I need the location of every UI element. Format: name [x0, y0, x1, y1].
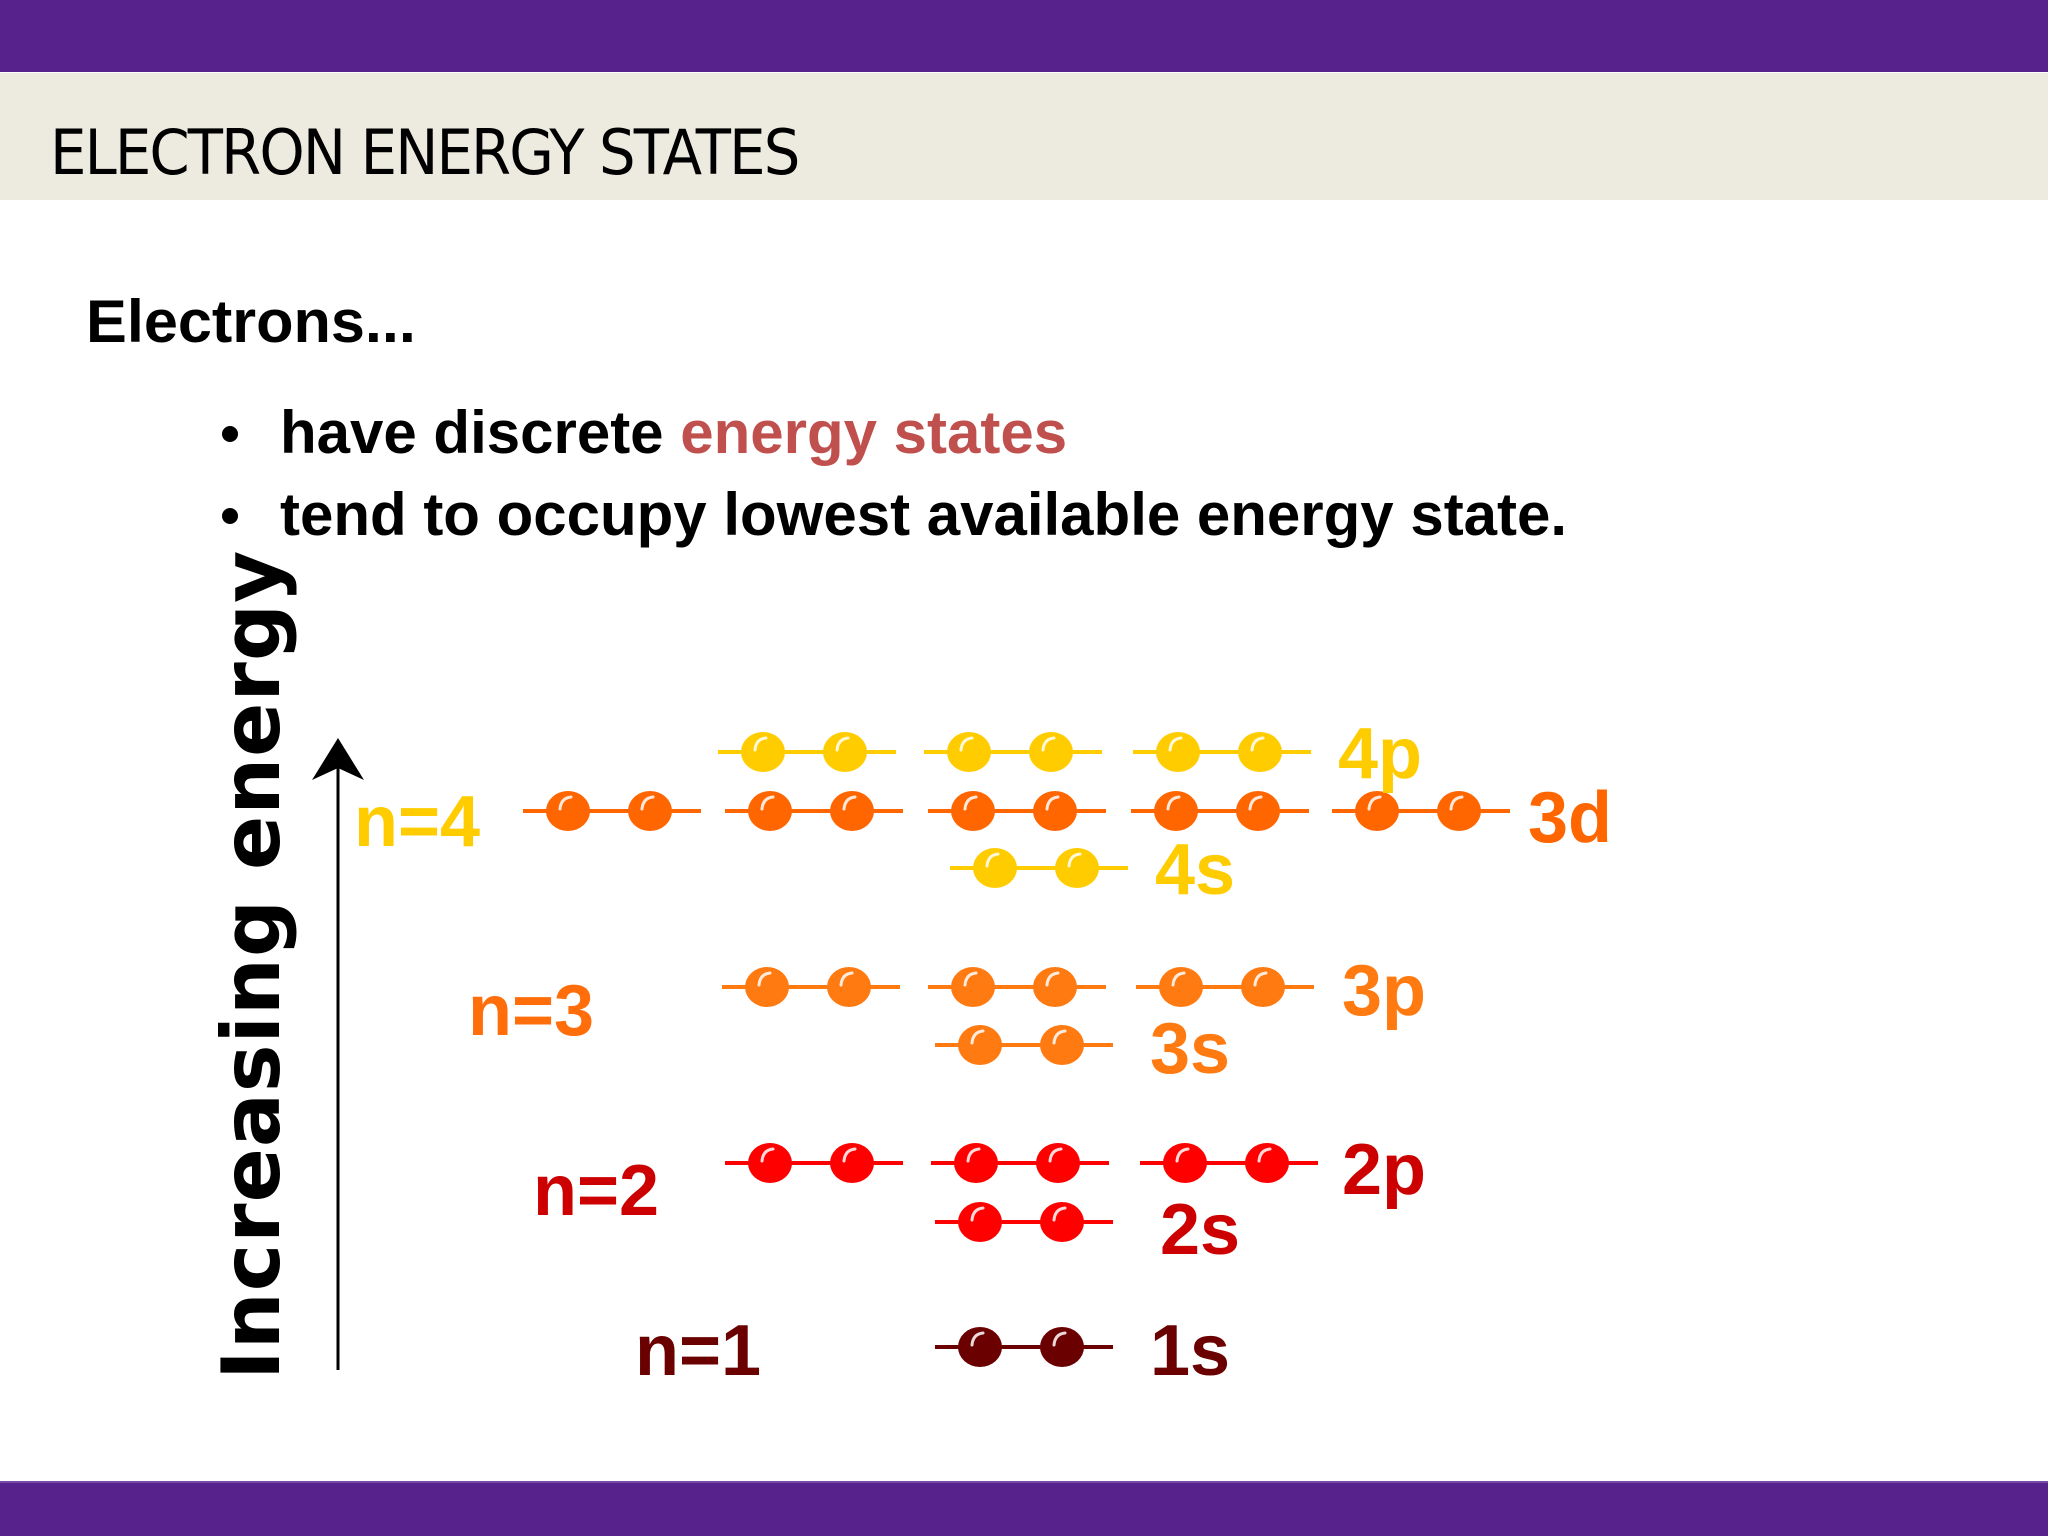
electron-icon	[1245, 1143, 1289, 1183]
bullet-item: tend to occupy lowest available energy s…	[218, 474, 1567, 556]
up-arrow-icon	[312, 738, 364, 1370]
bullet-list: have discrete energy states tend to occu…	[218, 392, 1567, 556]
title-band	[0, 73, 2048, 200]
orbital-label-3p: 3p	[1342, 951, 1427, 1031]
electron-icon	[1238, 732, 1282, 772]
electron-icon	[1040, 1327, 1084, 1367]
electron-icon	[546, 791, 590, 831]
orbital-3d	[523, 791, 1510, 831]
shell-label-n2: n=2	[533, 1151, 660, 1231]
electron-icon	[958, 1025, 1002, 1065]
electron-icon	[1040, 1202, 1084, 1242]
electron-icon	[628, 791, 672, 831]
electron-icon	[1033, 791, 1077, 831]
electron-icon	[1437, 791, 1481, 831]
orbital-1s	[935, 1327, 1113, 1367]
electron-icon	[947, 732, 991, 772]
orbital-rows	[523, 732, 1510, 1367]
electron-icon	[1036, 1143, 1080, 1183]
orbital-3s	[935, 1025, 1113, 1065]
electron-icon	[1241, 967, 1285, 1007]
orbital-label-2s: 2s	[1160, 1190, 1241, 1270]
orbital-2s	[935, 1202, 1113, 1242]
electron-icon	[745, 967, 789, 1007]
bullet-item: have discrete energy states	[218, 392, 1567, 474]
electron-icon	[748, 791, 792, 831]
electron-icon	[1355, 791, 1399, 831]
electron-icon	[1163, 1143, 1207, 1183]
bullet-dot-icon	[222, 508, 238, 524]
bullet-text: have discrete	[280, 399, 681, 466]
orbital-4s	[950, 848, 1128, 888]
orbital-label-2p: 2p	[1342, 1130, 1427, 1210]
orbital-label-3s: 3s	[1150, 1009, 1231, 1089]
electron-icon	[823, 732, 867, 772]
orbital-label-3d: 3d	[1528, 778, 1613, 858]
shell-label-n3: n=3	[468, 971, 595, 1051]
electron-icon	[1029, 732, 1073, 772]
electron-icon	[958, 1202, 1002, 1242]
electron-icon	[954, 1143, 998, 1183]
shell-label-n1: n=1	[635, 1311, 762, 1391]
orbital-4p	[718, 732, 1311, 772]
electron-icon	[1156, 732, 1200, 772]
top-accent-bar	[0, 0, 2048, 72]
electron-icon	[1154, 791, 1198, 831]
electron-icon	[1055, 848, 1099, 888]
electron-icon	[830, 1143, 874, 1183]
electron-icon	[951, 967, 995, 1007]
orbital-label-4s: 4s	[1155, 830, 1236, 910]
electron-icon	[1236, 791, 1280, 831]
shell-label-n4: n=4	[354, 782, 481, 862]
electron-icon	[741, 732, 785, 772]
electron-icon	[827, 967, 871, 1007]
orbital-2p	[725, 1143, 1318, 1183]
electron-icon	[958, 1327, 1002, 1367]
orbital-label-4p: 4p	[1338, 714, 1423, 794]
orbital-3p	[722, 967, 1314, 1007]
electron-icon	[1159, 967, 1203, 1007]
bullet-dot-icon	[222, 426, 238, 442]
electron-icon	[830, 791, 874, 831]
slide-title: ELECTRON ENERGY STATES	[50, 116, 800, 189]
electron-icon	[748, 1143, 792, 1183]
electron-icon	[1033, 967, 1077, 1007]
bullet-text: tend to occupy lowest available energy s…	[280, 481, 1568, 548]
electron-icon	[951, 791, 995, 831]
highlight-text: energy states	[680, 399, 1068, 466]
orbital-label-1s: 1s	[1150, 1311, 1231, 1391]
bottom-accent-bar	[0, 1481, 2048, 1536]
intro-text: Electrons...	[86, 288, 416, 355]
electron-icon	[1040, 1025, 1084, 1065]
electron-icon	[973, 848, 1017, 888]
